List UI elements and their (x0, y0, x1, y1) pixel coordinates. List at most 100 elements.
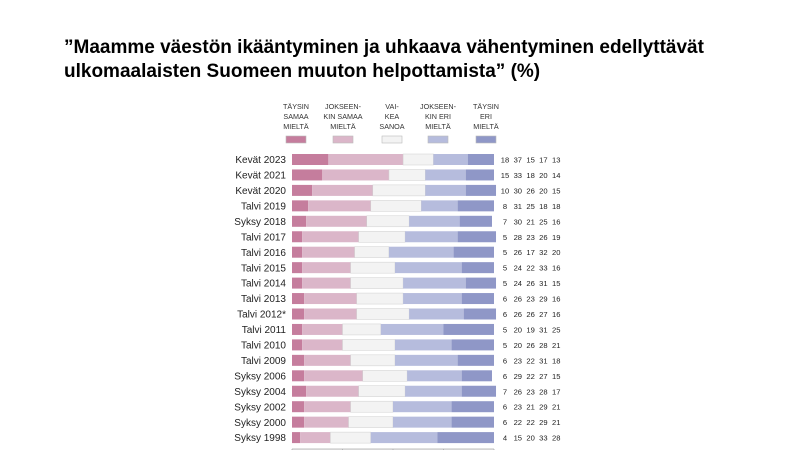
bar-segment (354, 246, 390, 258)
legend-label-3-line-2: MIELTÄ (425, 122, 451, 131)
bar-segment (393, 416, 452, 428)
value-label: 18 (526, 171, 534, 180)
bar-segment (425, 169, 466, 181)
bar-segment (370, 432, 438, 444)
legend-label-1-line-2: MIELTÄ (330, 122, 356, 131)
row-label: Kevät 2021 (235, 171, 286, 182)
value-label: 28 (539, 387, 547, 396)
value-label: 7 (503, 217, 507, 226)
bar-segment (370, 200, 422, 212)
value-label: 25 (526, 202, 534, 211)
value-label: 5 (503, 341, 507, 350)
value-label: 20 (552, 248, 560, 257)
bar-segment (292, 293, 305, 305)
value-label: 26 (514, 310, 522, 319)
row-label: Talvi 2010 (241, 341, 286, 352)
legend-swatch-0 (285, 135, 307, 144)
bar-segment (457, 200, 494, 212)
legend-label-1-line-1: KIN SAMAA (323, 112, 362, 121)
bar-segment (409, 215, 460, 227)
bar-segment (292, 154, 329, 165)
value-label: 6 (503, 295, 507, 304)
value-label: 5 (503, 233, 507, 242)
bar-segment (405, 231, 458, 243)
value-label: 5 (503, 248, 507, 257)
value-label: 23 (526, 233, 534, 242)
row-label: Kevät 2020 (235, 186, 286, 197)
value-label: 15 (552, 279, 560, 288)
bar-segment (304, 401, 351, 413)
value-label: 22 (526, 264, 534, 273)
bar-segment (292, 200, 309, 212)
value-label: 22 (526, 372, 534, 381)
row-label: Talvi 2019 (241, 201, 286, 212)
value-label: 23 (526, 295, 534, 304)
bar-segment (372, 184, 426, 197)
bar-segment (350, 277, 404, 289)
bar-segment (292, 354, 305, 366)
row-label: Talvi 2017 (241, 232, 286, 243)
bar-segment (443, 323, 494, 335)
row-label: Talvi 2016 (241, 248, 286, 259)
bar-segment (292, 184, 313, 196)
value-label: 25 (539, 217, 547, 226)
bar-segment (356, 308, 410, 320)
legend-label-2-line-0: VAI- (385, 102, 399, 111)
value-label: 5 (503, 325, 507, 334)
chart-title: ”Maamme väestön ikääntyminen ja uhkaava … (64, 36, 764, 84)
value-label: 6 (503, 403, 507, 412)
bar-segment (292, 432, 301, 444)
legend-swatch-3 (427, 135, 449, 144)
bar-segment (304, 293, 357, 305)
value-label: 16 (552, 310, 560, 319)
bar-segment (395, 354, 458, 366)
bar-segment (292, 323, 303, 335)
value-label: 29 (539, 418, 547, 427)
value-label: 27 (539, 310, 547, 319)
bar-segment (292, 401, 305, 413)
bar-segment (292, 370, 305, 382)
row-label: Syksy 2000 (234, 418, 286, 429)
value-label: 17 (526, 248, 534, 257)
bar-segment (405, 385, 462, 397)
value-label: 21 (526, 217, 534, 226)
bar-segment (322, 169, 389, 181)
value-label: 17 (552, 387, 560, 396)
bar-segment (461, 370, 492, 382)
value-label: 21 (552, 403, 560, 412)
row-label: Syksy 1998 (234, 433, 286, 444)
value-label: 20 (539, 171, 547, 180)
value-label: 30 (514, 186, 522, 195)
value-label: 16 (552, 295, 560, 304)
row-label: Talvi 2014 (241, 279, 286, 290)
legend-label-2-line-2: SANOA (379, 122, 404, 131)
bar-segment (465, 169, 494, 181)
value-label: 6 (503, 372, 507, 381)
bar-segment (451, 339, 494, 351)
bar-segment (393, 401, 452, 413)
row-label: Talvi 2012* (237, 310, 286, 321)
bar-segment (292, 277, 303, 289)
value-label: 32 (539, 248, 547, 257)
bar-segment (421, 200, 458, 212)
value-label: 26 (526, 186, 534, 195)
bar-segment (461, 293, 494, 305)
value-label: 29 (539, 295, 547, 304)
bar-segment (292, 308, 305, 320)
legend-swatch-4 (475, 135, 497, 144)
value-label: 17 (539, 156, 547, 165)
value-label: 19 (552, 233, 560, 242)
value-label: 5 (503, 279, 507, 288)
value-label: 28 (539, 341, 547, 350)
bar-segment (304, 308, 357, 320)
value-label: 26 (514, 295, 522, 304)
bar-segment (358, 385, 406, 397)
bar-segment (292, 385, 307, 397)
bar-segment (292, 262, 303, 274)
value-label: 18 (552, 202, 560, 211)
bar-segment (402, 153, 434, 166)
bar-segment (433, 154, 468, 165)
bar-segment (292, 231, 303, 243)
value-label: 20 (526, 434, 534, 443)
